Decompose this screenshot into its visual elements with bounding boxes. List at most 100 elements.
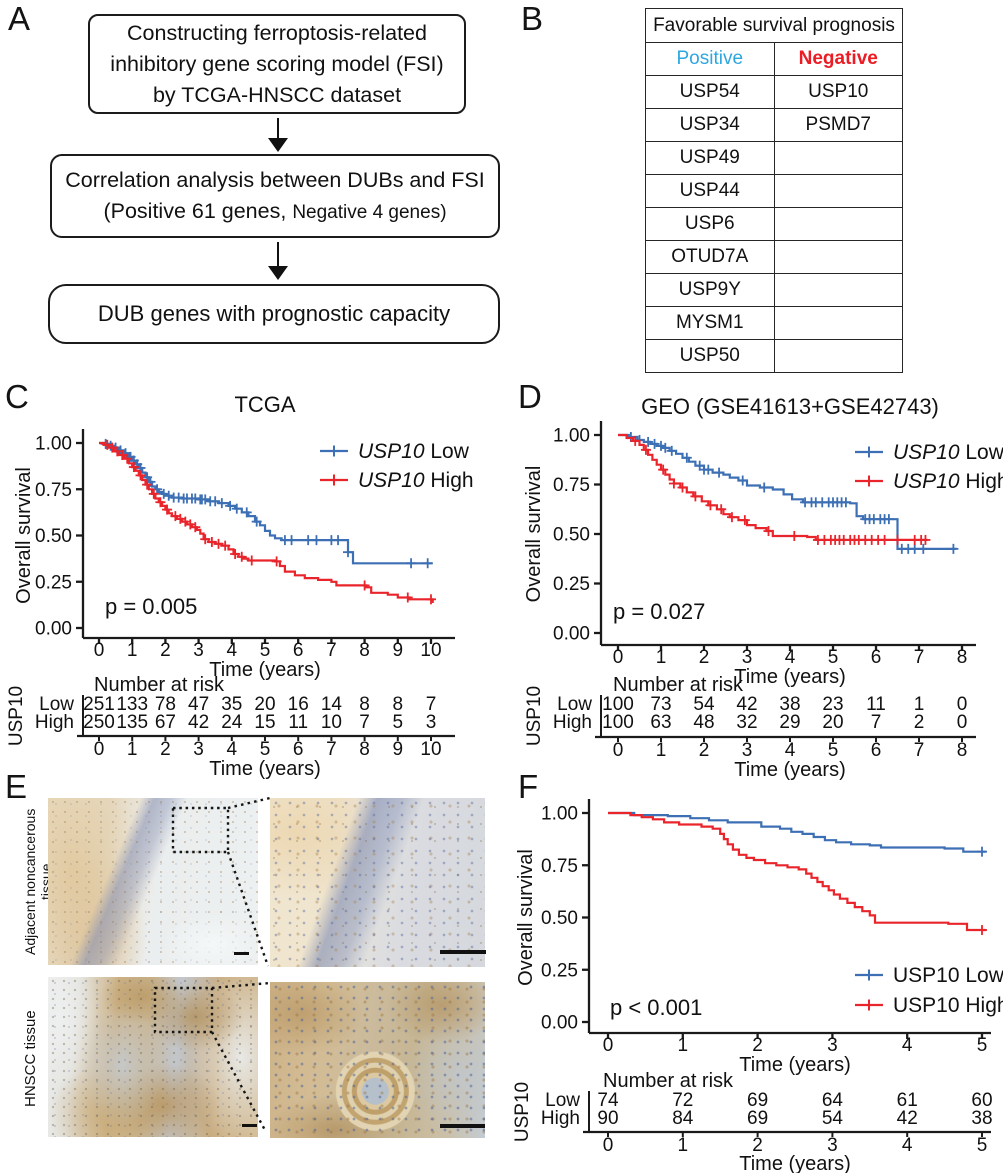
y-tick-label: 0.25	[553, 574, 590, 595]
risk-count: 42	[897, 1108, 918, 1129]
risk-group-label: USP10	[524, 686, 545, 746]
risk-count: 0	[957, 712, 968, 733]
table-row: USP6	[645, 207, 903, 241]
table-row: USP44	[645, 174, 903, 208]
risk-count: 74	[597, 1090, 619, 1111]
flow-box-line: DUB genes with prognostic capacity	[97, 301, 451, 326]
risk-count: 3	[426, 712, 437, 733]
risk-count: 23	[822, 694, 843, 715]
column-header-negative: Negative	[773, 42, 903, 76]
flow-box-fsi-model: Constructing ferroptosis-related inhibit…	[88, 14, 466, 114]
x-tick-label: 4	[227, 640, 238, 661]
x-axis-label: Time (years)	[739, 1054, 850, 1076]
risk-tick-label: 2	[699, 740, 710, 761]
panel-e-label: E	[5, 768, 28, 805]
y-tick-label: 0.00	[541, 1013, 578, 1034]
x-tick-label: 0	[603, 1035, 614, 1056]
ihc-image-hnscc-high-mag	[270, 982, 485, 1138]
tissue-row-label-hnscc: HNSCC tissue	[22, 1010, 39, 1108]
risk-tick-label: 3	[193, 739, 204, 760]
x-tick-label: 1	[656, 647, 667, 668]
y-axis-label: Overall survival	[523, 466, 545, 603]
down-arrow-icon	[268, 118, 288, 154]
risk-count: 20	[254, 694, 275, 715]
risk-count: 54	[822, 1108, 844, 1129]
flow-box-line: inhibitory gene scoring model (FSI)	[110, 51, 444, 76]
table-row: USP9Y	[645, 273, 903, 307]
risk-count: 84	[672, 1108, 694, 1129]
risk-tick-label: 2	[160, 739, 171, 760]
risk-tick-label: 8	[957, 740, 968, 761]
scale-bar	[234, 952, 249, 955]
risk-count: 7	[426, 694, 437, 715]
x-tick-label: 9	[393, 640, 404, 661]
risk-tick-label: 4	[902, 1135, 913, 1156]
flow-box-line: Correlation analysis between DUBs and FS…	[65, 167, 485, 192]
table-row: USP49	[645, 141, 903, 175]
prognosis-table-title: Favorable survival prognosis	[645, 8, 903, 43]
ihc-image-adjacent-low-mag	[48, 798, 258, 965]
km-curve	[608, 811, 986, 853]
x-axis-label: Time (years)	[209, 659, 320, 681]
table-row: USP54 USP10	[645, 75, 903, 109]
risk-tick-label: 4	[227, 739, 238, 760]
risk-row-label: Low	[557, 694, 592, 715]
y-tick-label: 1.00	[541, 804, 578, 825]
y-tick-label: 0.50	[35, 526, 72, 547]
risk-row-label: High	[553, 712, 592, 733]
flow-box-line: Constructing ferroptosis-related	[127, 20, 427, 45]
flow-box-dub-genes: DUB genes with prognostic capacity	[48, 284, 500, 344]
risk-count: 38	[971, 1108, 992, 1129]
y-axis-label: Overall survival	[13, 467, 35, 604]
y-tick-label: 0.75	[541, 856, 578, 877]
legend-entry: USP10 High	[893, 470, 1003, 493]
flow-box-correlation: Correlation analysis between DUBs and FS…	[50, 154, 500, 238]
risk-count: 72	[672, 1090, 693, 1111]
risk-tick-label: 5	[260, 739, 271, 760]
x-tick-label: 8	[359, 640, 370, 661]
risk-count: 48	[693, 712, 714, 733]
risk-count: 63	[650, 712, 671, 733]
risk-tick-label: 1	[127, 739, 138, 760]
risk-count: 32	[736, 712, 757, 733]
legend-entry: USP10 Low	[893, 441, 1003, 464]
risk-table-header: Number at risk	[613, 674, 744, 696]
risk-table-header: Number at risk	[603, 1070, 734, 1092]
legend-entry: USP10 High	[358, 469, 474, 492]
risk-count: 16	[288, 694, 309, 715]
risk-tick-label: 0	[613, 740, 624, 761]
risk-count: 29	[779, 712, 800, 733]
risk-tick-label: 8	[359, 739, 370, 760]
y-tick-label: 0.50	[553, 525, 590, 546]
risk-tick-label: 3	[742, 740, 753, 761]
chart-title: TCGA	[234, 392, 295, 417]
table-row: OTUD7A	[645, 240, 903, 274]
risk-group-label: USP10	[8, 686, 27, 746]
risk-tick-label: 0	[94, 739, 105, 760]
risk-count: 24	[221, 712, 243, 733]
table-row: MYSM1	[645, 306, 903, 340]
y-tick-label: 1.00	[35, 434, 72, 455]
x-tick-label: 7	[326, 640, 337, 661]
risk-count: 78	[155, 694, 176, 715]
risk-count: 90	[597, 1108, 618, 1129]
x-tick-label: 5	[260, 640, 271, 661]
risk-tick-label: 3	[827, 1135, 838, 1156]
risk-count: 42	[188, 712, 209, 733]
scale-bar	[440, 1124, 485, 1128]
scale-bar	[242, 1124, 257, 1127]
x-tick-label: 3	[193, 640, 204, 661]
risk-group-label: USP10	[512, 1082, 533, 1142]
x-tick-label: 4	[785, 647, 796, 668]
panel-d-label: D	[518, 378, 542, 415]
risk-count: 100	[602, 712, 634, 733]
x-tick-label: 6	[293, 640, 304, 661]
x-tick-label: 0	[94, 640, 105, 661]
risk-tick-label: 7	[914, 740, 925, 761]
x-tick-label: 2	[752, 1035, 763, 1056]
x-tick-label: 3	[827, 1035, 838, 1056]
risk-count: 133	[116, 694, 148, 715]
risk-table-header: Number at risk	[94, 674, 225, 696]
risk-tick-label: 5	[977, 1135, 988, 1156]
